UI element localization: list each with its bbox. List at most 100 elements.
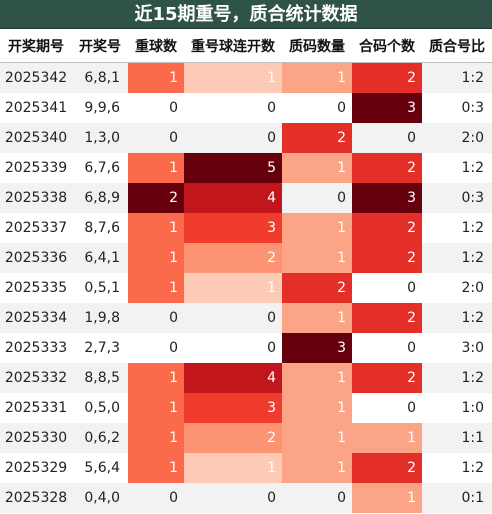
issue-cell: 2025338 [0, 183, 72, 213]
streak-count-cell: 0 [184, 333, 282, 363]
prime-count-cell: 1 [282, 303, 352, 333]
ratio-cell: 1:2 [422, 303, 492, 333]
table-row: 2025342 6,8,1 1 1 1 2 1:2 [0, 62, 492, 93]
composite-count-cell: 2 [352, 213, 422, 243]
numbers-cell: 9,9,6 [72, 93, 128, 123]
repeat-count-cell: 1 [128, 243, 184, 273]
table-row: 2025335 0,5,1 1 1 2 0 2:0 [0, 273, 492, 303]
ratio-cell: 0:1 [422, 483, 492, 513]
composite-count-cell: 1 [352, 423, 422, 453]
numbers-cell: 2,7,3 [72, 333, 128, 363]
issue-cell: 2025333 [0, 333, 72, 363]
prime-count-cell: 1 [282, 213, 352, 243]
repeat-count-cell: 1 [128, 393, 184, 423]
table-row: 2025341 9,9,6 0 0 0 3 0:3 [0, 93, 492, 123]
header-prime: 质码数量 [282, 29, 352, 63]
numbers-cell: 6,4,1 [72, 243, 128, 273]
ratio-cell: 1:0 [422, 393, 492, 423]
composite-count-cell: 1 [352, 483, 422, 513]
repeat-count-cell: 1 [128, 423, 184, 453]
repeat-count-cell: 1 [128, 453, 184, 483]
issue-cell: 2025336 [0, 243, 72, 273]
prime-count-cell: 0 [282, 183, 352, 213]
header-composite: 合码个数 [352, 29, 422, 63]
repeat-count-cell: 0 [128, 93, 184, 123]
repeat-count-cell: 2 [128, 183, 184, 213]
prime-count-cell: 1 [282, 363, 352, 393]
prime-count-cell: 0 [282, 93, 352, 123]
table-row: 2025328 0,4,0 0 0 0 1 0:1 [0, 483, 492, 513]
repeat-count-cell: 0 [128, 333, 184, 363]
table-row: 2025330 0,6,2 1 2 1 1 1:1 [0, 423, 492, 453]
composite-count-cell: 0 [352, 393, 422, 423]
composite-count-cell: 0 [352, 123, 422, 153]
prime-count-cell: 1 [282, 393, 352, 423]
table-row: 2025338 6,8,9 2 4 0 3 0:3 [0, 183, 492, 213]
numbers-cell: 5,6,4 [72, 453, 128, 483]
ratio-cell: 1:2 [422, 213, 492, 243]
repeat-count-cell: 1 [128, 363, 184, 393]
table-row: 2025329 5,6,4 1 1 1 2 1:2 [0, 453, 492, 483]
ratio-cell: 1:2 [422, 453, 492, 483]
prime-count-cell: 2 [282, 273, 352, 303]
streak-count-cell: 0 [184, 483, 282, 513]
prime-count-cell: 2 [282, 123, 352, 153]
issue-cell: 2025334 [0, 303, 72, 333]
ratio-cell: 2:0 [422, 123, 492, 153]
ratio-cell: 3:0 [422, 333, 492, 363]
issue-cell: 2025328 [0, 483, 72, 513]
composite-count-cell: 2 [352, 243, 422, 273]
table-row: 2025339 6,7,6 1 5 1 2 1:2 [0, 153, 492, 183]
ratio-cell: 1:2 [422, 363, 492, 393]
repeat-count-cell: 1 [128, 62, 184, 93]
streak-count-cell: 0 [184, 303, 282, 333]
table-title: 近15期重号，质合统计数据 [0, 0, 492, 29]
issue-cell: 2025339 [0, 153, 72, 183]
table-row: 2025334 1,9,8 0 0 1 2 1:2 [0, 303, 492, 333]
table-row: 2025337 8,7,6 1 3 1 2 1:2 [0, 213, 492, 243]
ratio-cell: 1:2 [422, 153, 492, 183]
streak-count-cell: 2 [184, 423, 282, 453]
streak-count-cell: 1 [184, 453, 282, 483]
issue-cell: 2025341 [0, 93, 72, 123]
issue-cell: 2025337 [0, 213, 72, 243]
prime-count-cell: 1 [282, 62, 352, 93]
issue-cell: 2025335 [0, 273, 72, 303]
numbers-cell: 6,7,6 [72, 153, 128, 183]
issue-cell: 2025330 [0, 423, 72, 453]
table-row: 2025336 6,4,1 1 2 1 2 1:2 [0, 243, 492, 273]
table-row: 2025331 0,5,0 1 3 1 0 1:0 [0, 393, 492, 423]
prime-count-cell: 1 [282, 153, 352, 183]
prime-count-cell: 1 [282, 423, 352, 453]
ratio-cell: 2:0 [422, 273, 492, 303]
table-body: 2025342 6,8,1 1 1 1 2 1:2 2025341 9,9,6 0 0 0 3 0:3 20… [0, 62, 492, 513]
issue-cell: 2025342 [0, 62, 72, 93]
issue-cell: 2025329 [0, 453, 72, 483]
header-numbers: 开奖号 [72, 29, 128, 63]
numbers-cell: 6,8,1 [72, 62, 128, 93]
repeat-count-cell: 1 [128, 273, 184, 303]
header-ratio: 质合号比 [422, 29, 492, 63]
streak-count-cell: 3 [184, 393, 282, 423]
header-issue: 开奖期号 [0, 29, 72, 63]
table-row: 2025333 2,7,3 0 0 3 0 3:0 [0, 333, 492, 363]
composite-count-cell: 2 [352, 453, 422, 483]
streak-count-cell: 4 [184, 363, 282, 393]
numbers-cell: 8,8,5 [72, 363, 128, 393]
stats-table: 开奖期号 开奖号 重球数 重号球连开数 质码数量 合码个数 质合号比 20253… [0, 29, 492, 513]
numbers-cell: 0,5,1 [72, 273, 128, 303]
numbers-cell: 6,8,9 [72, 183, 128, 213]
streak-count-cell: 5 [184, 153, 282, 183]
numbers-cell: 0,4,0 [72, 483, 128, 513]
prime-count-cell: 3 [282, 333, 352, 363]
table-row: 2025340 1,3,0 0 0 2 0 2:0 [0, 123, 492, 153]
ratio-cell: 0:3 [422, 93, 492, 123]
streak-count-cell: 4 [184, 183, 282, 213]
repeat-count-cell: 1 [128, 153, 184, 183]
composite-count-cell: 3 [352, 93, 422, 123]
composite-count-cell: 3 [352, 183, 422, 213]
composite-count-cell: 2 [352, 153, 422, 183]
numbers-cell: 0,5,0 [72, 393, 128, 423]
issue-cell: 2025331 [0, 393, 72, 423]
ratio-cell: 1:1 [422, 423, 492, 453]
